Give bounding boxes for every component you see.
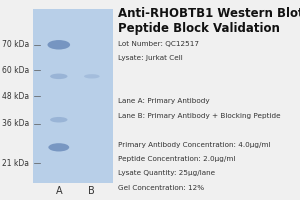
Text: 21 kDa: 21 kDa bbox=[2, 159, 29, 168]
FancyBboxPatch shape bbox=[33, 9, 113, 183]
Text: Lane B: Primary Antibody + Blocking Peptide: Lane B: Primary Antibody + Blocking Pept… bbox=[118, 113, 280, 119]
Ellipse shape bbox=[50, 117, 68, 122]
Text: 60 kDa: 60 kDa bbox=[2, 66, 29, 75]
Text: 48 kDa: 48 kDa bbox=[2, 92, 29, 101]
Text: B: B bbox=[88, 186, 95, 196]
Text: Primary Antibody Concentration: 4.0μg/ml: Primary Antibody Concentration: 4.0μg/ml bbox=[118, 142, 270, 148]
Ellipse shape bbox=[47, 40, 70, 50]
Ellipse shape bbox=[84, 74, 100, 79]
Text: Gel Concentration: 12%: Gel Concentration: 12% bbox=[118, 185, 204, 191]
Text: Anti-RHOBTB1 Western Blot &
Peptide Block Validation: Anti-RHOBTB1 Western Blot & Peptide Bloc… bbox=[118, 7, 300, 35]
Text: Lysate Quantity: 25μg/lane: Lysate Quantity: 25μg/lane bbox=[118, 170, 215, 176]
Text: Lane A: Primary Antibody: Lane A: Primary Antibody bbox=[118, 98, 210, 104]
Text: Lot Number: QC12517: Lot Number: QC12517 bbox=[118, 41, 199, 47]
Text: Lysate: Jurkat Cell: Lysate: Jurkat Cell bbox=[118, 55, 183, 61]
Text: Peptide Concentration: 2.0μg/ml: Peptide Concentration: 2.0μg/ml bbox=[118, 156, 235, 162]
Text: A: A bbox=[56, 186, 62, 196]
Text: 70 kDa: 70 kDa bbox=[2, 40, 29, 49]
Ellipse shape bbox=[50, 74, 68, 79]
Text: 36 kDa: 36 kDa bbox=[2, 119, 29, 128]
Ellipse shape bbox=[48, 143, 69, 151]
